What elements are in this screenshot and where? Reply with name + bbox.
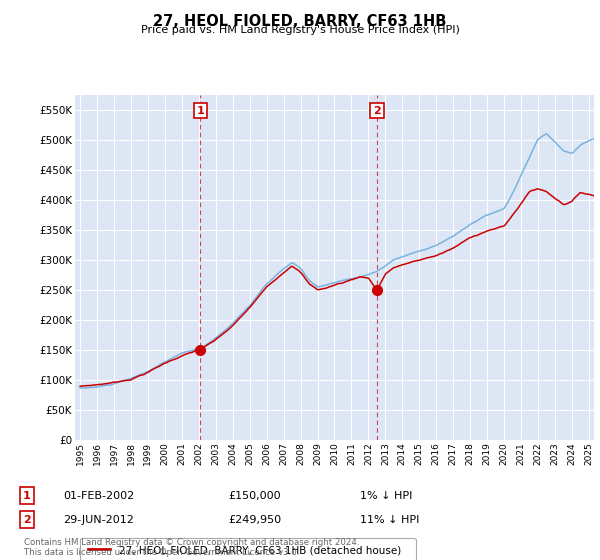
Text: 1: 1 bbox=[23, 491, 31, 501]
Legend: 27, HEOL FIOLED, BARRY, CF63 1HB (detached house), HPI: Average price, detached : 27, HEOL FIOLED, BARRY, CF63 1HB (detach… bbox=[80, 538, 416, 560]
Text: £150,000: £150,000 bbox=[228, 491, 281, 501]
Text: 1: 1 bbox=[196, 105, 204, 115]
Text: 27, HEOL FIOLED, BARRY, CF63 1HB: 27, HEOL FIOLED, BARRY, CF63 1HB bbox=[154, 14, 446, 29]
Text: 2: 2 bbox=[373, 105, 381, 115]
Text: 1% ↓ HPI: 1% ↓ HPI bbox=[360, 491, 412, 501]
Text: 2: 2 bbox=[23, 515, 31, 525]
Text: 01-FEB-2002: 01-FEB-2002 bbox=[63, 491, 134, 501]
Text: Contains HM Land Registry data © Crown copyright and database right 2024.
This d: Contains HM Land Registry data © Crown c… bbox=[24, 538, 359, 557]
Text: £249,950: £249,950 bbox=[228, 515, 281, 525]
Text: 29-JUN-2012: 29-JUN-2012 bbox=[63, 515, 134, 525]
Text: 11% ↓ HPI: 11% ↓ HPI bbox=[360, 515, 419, 525]
Text: Price paid vs. HM Land Registry's House Price Index (HPI): Price paid vs. HM Land Registry's House … bbox=[140, 25, 460, 35]
